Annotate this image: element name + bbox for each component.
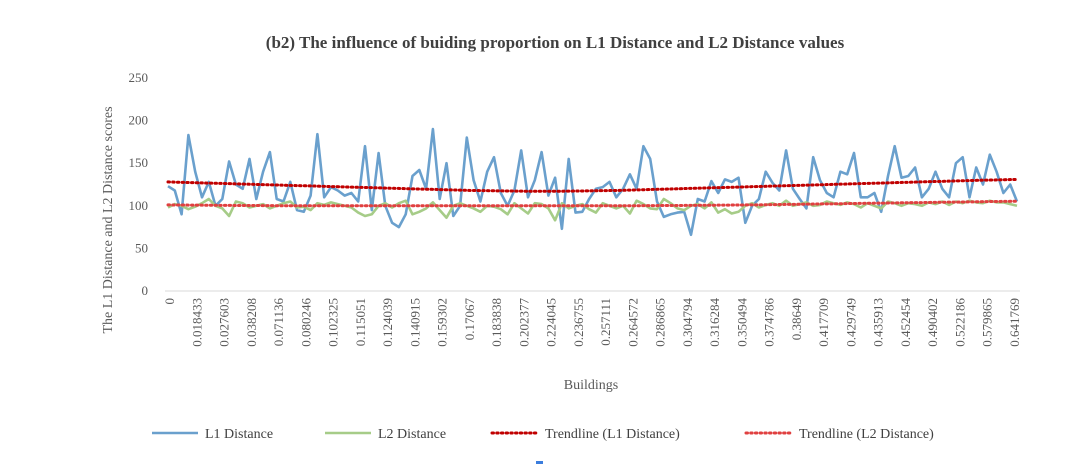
x-tick-label: 0.435913 — [871, 298, 886, 347]
x-tick-label: 0.202377 — [516, 298, 531, 347]
x-tick-label: 0.224045 — [544, 298, 559, 347]
y-tick-label: 150 — [129, 155, 149, 170]
x-tick-label: 0 — [162, 298, 177, 305]
x-tick-label: 0.286865 — [653, 298, 668, 347]
x-tick-label: 0.140915 — [407, 298, 422, 347]
text-cursor-marker — [536, 461, 543, 464]
x-tick-label: 0.124039 — [380, 298, 395, 347]
x-tick-label: 0.579865 — [980, 298, 995, 347]
x-axis: 0 0.018433 0.027603 0.038208 0.071136 0.08024… — [162, 290, 1022, 347]
x-tick-label: 0.522186 — [953, 298, 968, 347]
y-tick-label: 50 — [135, 240, 148, 255]
x-tick-label: 0.304794 — [680, 298, 695, 347]
legend-label: Trendline (L1 Distance) — [545, 427, 680, 442]
x-tick-label: 0.236755 — [571, 298, 586, 347]
series-line-trendline-l2-distance — [166, 199, 1019, 208]
y-axis-title: The L1 Distance and L2 Distance scores — [101, 106, 116, 333]
series-line-trendline-l1-distance — [166, 177, 1019, 193]
series-line-l2-distance — [167, 197, 1018, 222]
legend-label: Trendline (L2 Distance) — [799, 427, 934, 442]
legend-label: L2 Distance — [378, 427, 446, 442]
x-tick-label: 0.080246 — [298, 298, 313, 347]
series-line-l1-distance — [167, 127, 1019, 237]
x-tick-label: 0.374786 — [762, 298, 777, 347]
plot-area — [166, 127, 1019, 237]
x-tick-label: 0.102325 — [326, 298, 341, 347]
x-tick-label: 0.17067 — [462, 298, 477, 341]
legend: L1 Distance L2 Distance Trendline (L1 Dist… — [152, 427, 934, 442]
legend-label: L1 Distance — [205, 427, 273, 442]
y-tick-label: 200 — [129, 113, 149, 128]
x-tick-label: 0.452454 — [898, 298, 913, 347]
y-tick-label: 0 — [142, 283, 149, 298]
x-tick-label: 0.264572 — [625, 298, 640, 347]
x-tick-label: 0.316284 — [707, 298, 722, 347]
x-tick-label: 0.038208 — [244, 298, 259, 347]
y-tick-label: 250 — [129, 70, 149, 85]
x-axis-title: Buildings — [564, 378, 618, 393]
x-tick-label: 0.641769 — [1007, 298, 1022, 347]
y-tick-label: 100 — [129, 198, 149, 213]
x-tick-label: 0.183838 — [489, 298, 504, 347]
x-tick-label: 0.429749 — [844, 298, 859, 347]
x-tick-label: 0.027603 — [217, 298, 232, 347]
x-tick-label: 0.159302 — [435, 298, 450, 347]
x-tick-label: 0.071136 — [271, 298, 286, 347]
x-tick-label: 0.350494 — [734, 298, 749, 347]
x-tick-label: 0.38649 — [789, 298, 804, 340]
x-tick-label: 0.257111 — [598, 298, 613, 346]
x-tick-label: 0.018433 — [189, 298, 204, 347]
chart-title: (b2) The influence of buiding proportion… — [266, 33, 845, 52]
x-tick-label: 0.490402 — [925, 298, 940, 347]
y-axis: 0 50 100 150 200 250 — [129, 70, 149, 298]
x-tick-label: 0.417709 — [816, 298, 831, 347]
x-tick-label: 0.115051 — [353, 298, 368, 346]
